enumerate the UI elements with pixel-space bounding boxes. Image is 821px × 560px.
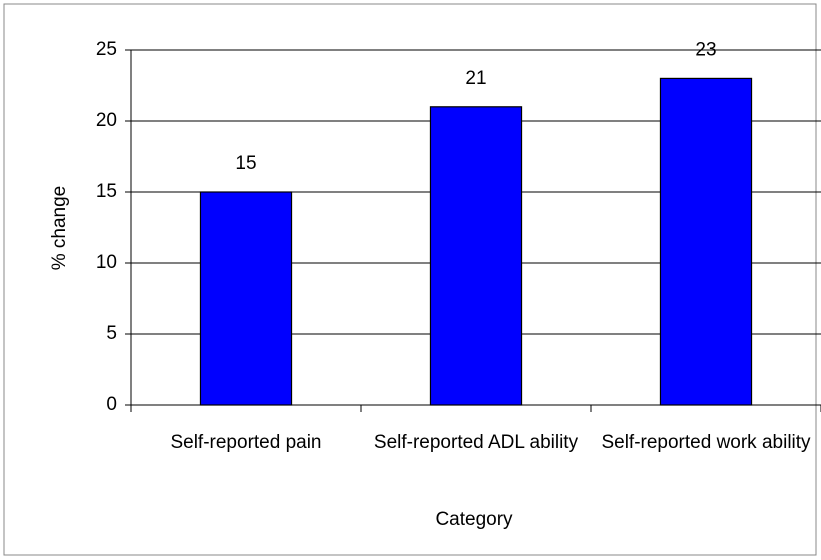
data-label: 23 bbox=[695, 39, 716, 60]
data-label: 21 bbox=[465, 68, 486, 89]
chart-border bbox=[3, 3, 817, 556]
bar bbox=[429, 106, 523, 406]
y-tick-label: 25 bbox=[96, 39, 117, 60]
x-tick-label: Self-reported ADL ability bbox=[373, 432, 579, 453]
y-tick-label: 20 bbox=[96, 110, 117, 131]
y-axis-label: % change bbox=[49, 186, 70, 271]
y-tick-label: 5 bbox=[106, 323, 117, 344]
y-tick-label: 15 bbox=[96, 181, 117, 202]
x-axis-label: Category bbox=[435, 509, 513, 530]
bar bbox=[659, 77, 753, 406]
x-tick-label: Self-reported pain bbox=[170, 432, 322, 453]
x-tick-label: Self-reported work ability bbox=[601, 432, 811, 453]
y-tick-label: 0 bbox=[106, 394, 117, 415]
data-label: 15 bbox=[235, 153, 256, 174]
bar bbox=[199, 191, 293, 406]
y-tick-label: 10 bbox=[96, 252, 117, 273]
